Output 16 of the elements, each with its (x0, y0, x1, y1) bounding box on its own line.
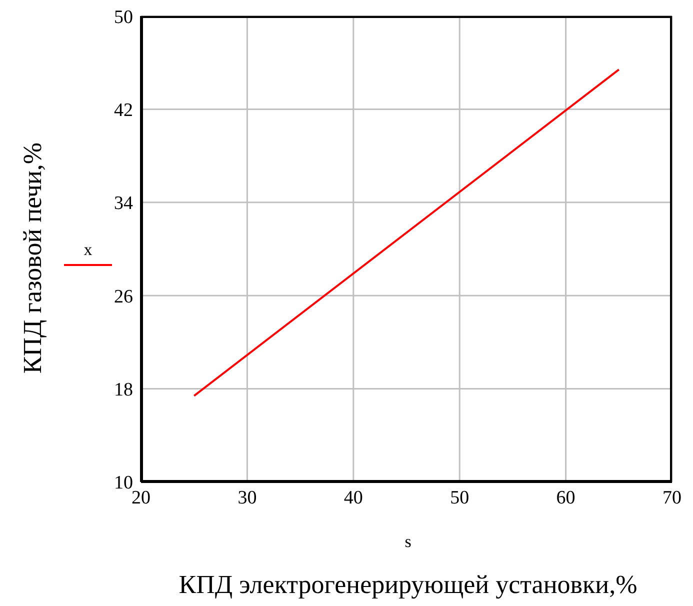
y-tick-label: 26 (114, 286, 133, 308)
y-tick-label: 42 (114, 100, 133, 121)
y-tick-label: 10 (114, 472, 133, 494)
x-tick-label: 20 (132, 487, 150, 508)
x-axis-title: КПД электрогенерирующей установки,% (178, 570, 638, 600)
x-tick-label: 60 (556, 487, 576, 508)
x-tick-label: 30 (238, 487, 257, 508)
x-tick-label: 40 (344, 487, 363, 508)
x-tick-label: 50 (450, 487, 470, 508)
text: x (84, 240, 92, 260)
y-axis-title: КПД газовой печи,% (18, 142, 48, 374)
y-tick-label: 18 (114, 380, 133, 401)
text: s (404, 532, 412, 552)
y-tick-label: 34 (114, 193, 134, 214)
x-tick-label: 70 (662, 487, 682, 508)
y-tick-label: 50 (114, 6, 133, 28)
